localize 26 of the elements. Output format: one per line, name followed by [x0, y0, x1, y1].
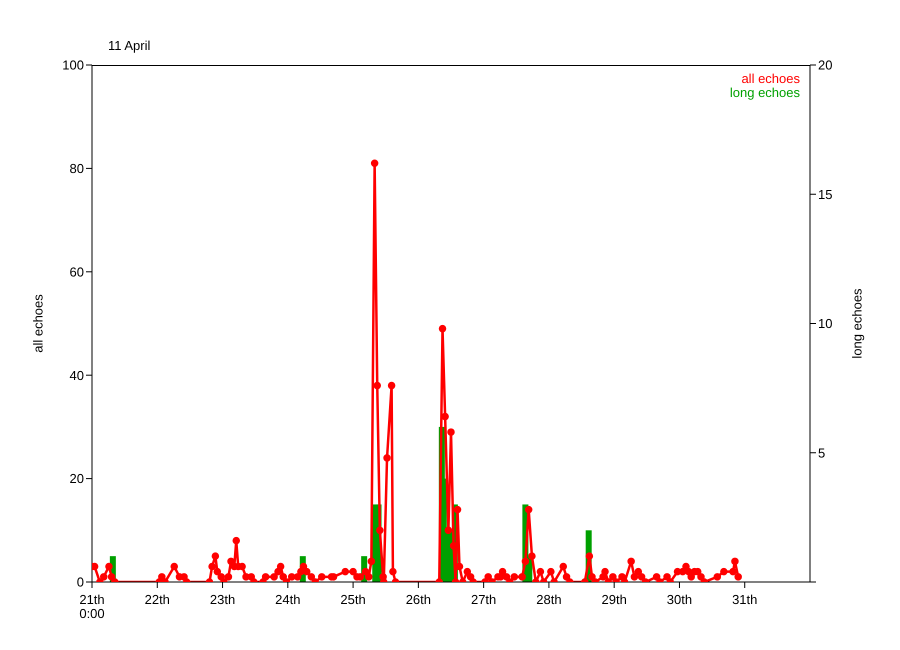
- x-tick-label: 21th 0:00: [79, 592, 105, 621]
- x-tick-label: 24th: [275, 592, 300, 607]
- y2-tick-label: 20: [818, 58, 832, 73]
- x-tick-label: 30th: [666, 592, 692, 607]
- y-tick-label: 80: [70, 161, 84, 176]
- text: all echoes: [740, 71, 800, 86]
- y-tick-label: 100: [62, 58, 84, 73]
- x-tick-label: 29th: [602, 592, 627, 607]
- y2-tick-label: 15: [818, 186, 832, 202]
- y-tick-label: 20: [70, 471, 84, 486]
- x-tick-label: 28th: [536, 592, 562, 607]
- x-tick-label: 25th: [340, 592, 366, 607]
- y2-tick-label: 5: [818, 445, 826, 460]
- y-tick-label: 60: [70, 264, 84, 280]
- x-tick-label: 22th: [144, 592, 170, 607]
- x-tick-label: 27th: [470, 592, 496, 607]
- y-axis-title: all echoes: [30, 294, 46, 353]
- x-tick-label: 31th: [732, 592, 758, 607]
- y-tick-label: 0: [76, 574, 84, 590]
- x-tick-label: 26th: [406, 592, 432, 607]
- y2-axis-title: long echoes: [850, 288, 865, 359]
- x-tick-label: 23th: [210, 592, 236, 607]
- y2-tick-label: 10: [818, 316, 832, 332]
- y-tick-label: 40: [70, 368, 84, 383]
- chart-title: 11 April: [108, 38, 150, 53]
- text: long echoes: [730, 85, 800, 100]
